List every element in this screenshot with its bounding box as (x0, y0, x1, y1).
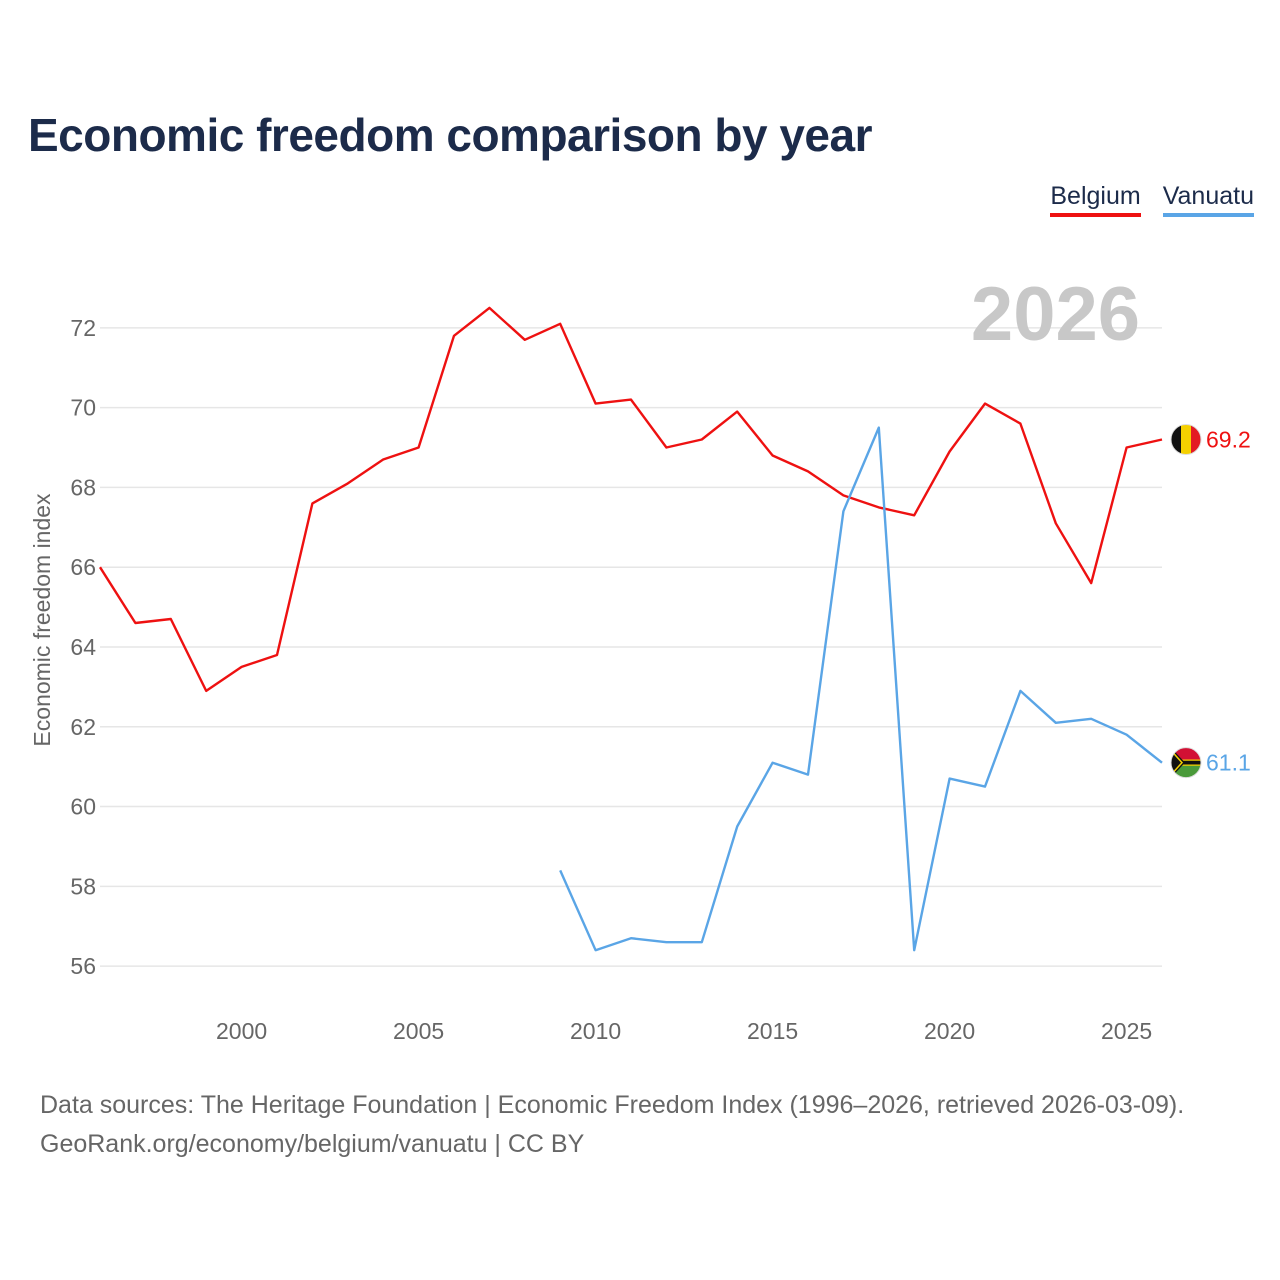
y-tick-label: 60 (70, 794, 96, 820)
y-tick-label: 64 (70, 634, 96, 660)
belgium-flag-icon (1170, 424, 1202, 456)
y-axis-label: Economic freedom index (29, 493, 55, 747)
y-tick-label: 68 (70, 474, 96, 500)
series-line-belgium[interactable] (98, 306, 1163, 693)
x-tick-label: 2010 (570, 1018, 621, 1044)
x-axis-ticks: 2000 2005 2010 2015 2020 2025 (216, 1018, 1152, 1044)
y-tick-label: 56 (70, 953, 96, 979)
line-chart: 2026 56 58 60 62 64 66 68 70 72 2000 2005 2010 2015… (29, 272, 1251, 1044)
series-layer (98, 306, 1163, 952)
y-tick-label: 66 (70, 554, 96, 580)
legend-item-belgium[interactable]: Belgium (1050, 182, 1141, 217)
data-source-text: Data sources: The Heritage Foundation | … (40, 1091, 1185, 1119)
attribution-text: GeoRank.org/economy/belgium/vanuatu | CC… (40, 1130, 585, 1158)
y-axis-ticks: 56 58 60 62 64 66 68 70 72 (70, 315, 96, 979)
x-tick-label: 2020 (924, 1018, 975, 1044)
x-tick-label: 2015 (747, 1018, 798, 1044)
x-tick-label: 2000 (216, 1018, 267, 1044)
x-tick-label: 2025 (1101, 1018, 1152, 1044)
vanuatu-flag-icon (1170, 747, 1202, 779)
end-labels: 69.2 61.1 (1170, 424, 1251, 779)
footer: Data sources: The Heritage Foundation | … (40, 1086, 1184, 1164)
end-value-label-vanuatu: 61.1 (1206, 750, 1251, 776)
y-tick-label: 70 (70, 395, 96, 421)
y-tick-label: 72 (70, 315, 96, 341)
x-tick-label: 2005 (393, 1018, 444, 1044)
legend-item-vanuatu[interactable]: Vanuatu (1162, 182, 1254, 217)
chart-title: Economic freedom comparison by year (28, 109, 873, 161)
y-tick-label: 58 (70, 873, 96, 899)
legend: Belgium Vanuatu (1050, 182, 1254, 217)
y-tick-label: 62 (70, 714, 96, 740)
grid-layer (100, 327, 1162, 967)
series-line-vanuatu[interactable] (559, 426, 1163, 952)
year-watermark: 2026 (971, 272, 1140, 357)
end-value-label-belgium: 69.2 (1206, 427, 1251, 453)
